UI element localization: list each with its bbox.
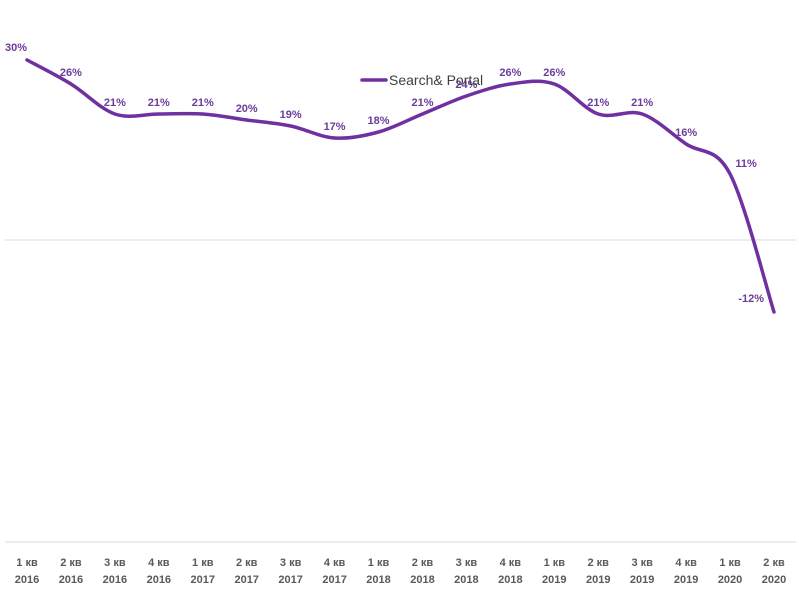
data-label: 21% <box>411 97 433 109</box>
x-tick-label-year: 2020 <box>718 574 742 586</box>
x-tick-label-quarter: 2 кв <box>60 557 82 569</box>
x-tick-label-year: 2018 <box>498 574 522 586</box>
data-label: 26% <box>60 67 82 79</box>
data-label: 21% <box>631 97 653 109</box>
data-label: 16% <box>675 127 697 139</box>
x-tick-label-quarter: 1 кв <box>544 557 566 569</box>
x-tick-label-quarter: 1 кв <box>16 557 38 569</box>
x-tick-labels: 1 кв 2016 2 кв 2016 3 кв 2016 4 кв 2016 1 кв 2017… <box>15 557 786 586</box>
x-tick-label-quarter: 2 кв <box>412 557 434 569</box>
x-tick-label-quarter: 4 кв <box>675 557 697 569</box>
legend: Search& Portal <box>360 72 483 88</box>
x-tick-label-quarter: 1 кв <box>192 557 214 569</box>
x-tick-label-quarter: 4 кв <box>324 557 346 569</box>
data-labels: 30% 26% 21% 21% 21% 20% 19% 17% 18% 21% 24% 26% 26% 2… <box>5 42 764 305</box>
legend-label: Search& Portal <box>389 72 483 88</box>
x-tick-label-quarter: 3 кв <box>456 557 478 569</box>
x-tick-label-year: 2019 <box>674 574 698 586</box>
data-label: 26% <box>543 67 565 79</box>
x-tick-label-quarter: 4 кв <box>500 557 522 569</box>
x-tick-label-year: 2019 <box>630 574 654 586</box>
x-tick-label-quarter: 2 кв <box>236 557 258 569</box>
x-tick-label-year: 2017 <box>191 574 215 586</box>
x-tick-label-year: 2017 <box>278 574 302 586</box>
x-tick-label-year: 2017 <box>234 574 258 586</box>
data-label: 21% <box>192 97 214 109</box>
data-label: 30% <box>5 42 27 54</box>
x-tick-label-quarter: 1 кв <box>368 557 390 569</box>
x-tick-label-quarter: 3 кв <box>104 557 126 569</box>
x-tick-label-year: 2016 <box>147 574 171 586</box>
data-label: 21% <box>148 97 170 109</box>
x-tick-label-year: 2016 <box>103 574 127 586</box>
data-label: 19% <box>280 109 302 121</box>
x-tick-label-quarter: 2 кв <box>588 557 610 569</box>
x-tick-label-year: 2018 <box>410 574 434 586</box>
series-line-search-portal <box>25 58 776 314</box>
x-tick-label-year: 2018 <box>366 574 390 586</box>
x-tick-label-year: 2018 <box>454 574 478 586</box>
data-label: 26% <box>499 67 521 79</box>
x-tick-label-year: 2017 <box>322 574 346 586</box>
x-tick-label-year: 2019 <box>586 574 610 586</box>
x-tick-label-quarter: 4 кв <box>148 557 170 569</box>
data-label: 20% <box>236 103 258 115</box>
x-tick-label-year: 2016 <box>15 574 39 586</box>
data-label: 18% <box>368 115 390 127</box>
x-tick-label-quarter: 2 кв <box>763 557 785 569</box>
data-label: 24% <box>455 79 477 91</box>
data-label: 21% <box>587 97 609 109</box>
x-tick-label-quarter: 1 кв <box>719 557 741 569</box>
x-tick-label-quarter: 3 кв <box>280 557 302 569</box>
data-label: -12% <box>738 293 764 305</box>
x-tick-label-year: 2019 <box>542 574 566 586</box>
data-label: 11% <box>735 158 757 170</box>
x-tick-label-quarter: 3 кв <box>631 557 653 569</box>
x-tick-label-year: 2016 <box>59 574 83 586</box>
data-label: 21% <box>104 97 126 109</box>
data-label: 17% <box>324 121 346 133</box>
x-tick-label-year: 2020 <box>762 574 786 586</box>
